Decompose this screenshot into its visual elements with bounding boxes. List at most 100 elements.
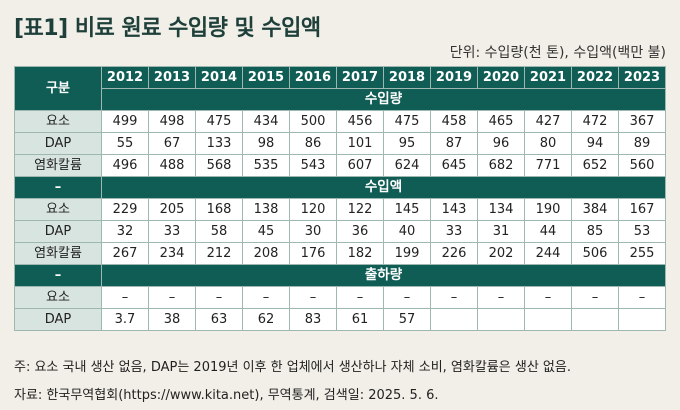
table-cell: 36 — [336, 220, 384, 243]
table-cell: 543 — [289, 154, 337, 177]
table-cell: 98 — [242, 132, 290, 155]
table-cell — [524, 308, 572, 331]
table-cell: 55 — [101, 132, 149, 155]
table-cell: – — [336, 286, 384, 309]
table-cell: 122 — [336, 198, 384, 221]
row-label: 요소 — [14, 110, 102, 133]
table-cell: 568 — [195, 154, 243, 177]
table-row: 요소 499 498 475 434 500 456 475 458 465 427 472 367 — [14, 110, 666, 133]
table-cell: 427 — [524, 110, 572, 133]
section-title: 수입량 — [101, 88, 666, 111]
table-cell: 465 — [477, 110, 525, 133]
table-cell: 496 — [101, 154, 149, 177]
table-cell: 234 — [148, 242, 196, 265]
year-header: 2020 — [477, 66, 525, 89]
table-cell: 499 — [101, 110, 149, 133]
table-cell: 506 — [571, 242, 619, 265]
row-label: 염화칼륨 — [14, 242, 102, 265]
table-cell: 771 — [524, 154, 572, 177]
table-cell: 176 — [289, 242, 337, 265]
table-cell: 95 — [383, 132, 431, 155]
table-cell — [430, 308, 478, 331]
table-cell: – — [477, 286, 525, 309]
table-cell: 32 — [101, 220, 149, 243]
row-label: DAP — [14, 308, 102, 331]
table-cell — [571, 308, 619, 331]
table-cell: 120 — [289, 198, 337, 221]
table-cell: 167 — [618, 198, 666, 221]
year-header: 2012 — [101, 66, 149, 89]
table-cell: 652 — [571, 154, 619, 177]
table-cell: 199 — [383, 242, 431, 265]
source-note: 자료: 한국무역협회(https://www.kita.net), 무역통계, … — [14, 388, 439, 403]
table-cell — [618, 308, 666, 331]
table-cell: 89 — [618, 132, 666, 155]
table-cell: 560 — [618, 154, 666, 177]
table-cell: – — [289, 286, 337, 309]
table-cell: 475 — [383, 110, 431, 133]
table-cell: – — [195, 286, 243, 309]
table-cell: 267 — [101, 242, 149, 265]
year-header: 2023 — [618, 66, 666, 89]
table-cell: 61 — [336, 308, 384, 331]
table-cell: – — [571, 286, 619, 309]
table-cell: 182 — [336, 242, 384, 265]
year-header: 2017 — [336, 66, 384, 89]
section-label: – — [14, 176, 102, 199]
header-row: 구분 2012 2013 2014 2015 2016 2017 2018 20… — [14, 66, 666, 111]
table-cell: 456 — [336, 110, 384, 133]
section-row: – 수입액 — [14, 176, 666, 199]
table-cell: – — [430, 286, 478, 309]
table-cell: 682 — [477, 154, 525, 177]
section-title: 출하량 — [101, 264, 666, 287]
table-cell: 190 — [524, 198, 572, 221]
table-cell: 168 — [195, 198, 243, 221]
table-cell: 96 — [477, 132, 525, 155]
table-cell: 535 — [242, 154, 290, 177]
table-row: 염화칼륨 496 488 568 535 543 607 624 645 682 771 652 560 — [14, 154, 666, 177]
table-cell: 45 — [242, 220, 290, 243]
table-cell: 226 — [430, 242, 478, 265]
table-cell: 40 — [383, 220, 431, 243]
table-title: [표1] 비료 원료 수입량 및 수입액 — [14, 16, 321, 41]
table-cell: 498 — [148, 110, 196, 133]
table-cell: 434 — [242, 110, 290, 133]
table-cell: 33 — [430, 220, 478, 243]
year-header: 2013 — [148, 66, 196, 89]
table-row: 염화칼륨 267 234 212 208 176 182 199 226 202 244 506 255 — [14, 242, 666, 265]
row-label: 요소 — [14, 286, 102, 309]
table-cell: 202 — [477, 242, 525, 265]
year-header: 2018 — [383, 66, 431, 89]
table-cell: 87 — [430, 132, 478, 155]
table-cell: 645 — [430, 154, 478, 177]
table-row: 요소 – – – – – – – – – – – – — [14, 286, 666, 309]
table-cell: 244 — [524, 242, 572, 265]
table-cell: 85 — [571, 220, 619, 243]
section-row: – 출하량 — [14, 264, 666, 287]
table-cell: 38 — [148, 308, 196, 331]
section-row: 수입량 — [15, 88, 666, 111]
table-cell: 31 — [477, 220, 525, 243]
table-cell: 229 — [101, 198, 149, 221]
year-header: 2019 — [430, 66, 478, 89]
table-cell: 94 — [571, 132, 619, 155]
table-cell: 475 — [195, 110, 243, 133]
table-cell: 101 — [336, 132, 384, 155]
table-cell: – — [101, 286, 149, 309]
year-header: 2022 — [571, 66, 619, 89]
table-cell: 3.7 — [101, 308, 149, 331]
row-label: DAP — [14, 132, 102, 155]
table-cell: 624 — [383, 154, 431, 177]
section-label: – — [14, 264, 102, 287]
year-header: 2015 — [242, 66, 290, 89]
table-row: DAP 55 67 133 98 86 101 95 87 96 80 94 89 — [14, 132, 666, 155]
year-header: 2021 — [524, 66, 572, 89]
table-cell: 33 — [148, 220, 196, 243]
table-cell: 205 — [148, 198, 196, 221]
table-cell: 80 — [524, 132, 572, 155]
table-cell: 83 — [289, 308, 337, 331]
table-cell: 63 — [195, 308, 243, 331]
table-cell: 62 — [242, 308, 290, 331]
table-cell: 134 — [477, 198, 525, 221]
table-cell: 53 — [618, 220, 666, 243]
